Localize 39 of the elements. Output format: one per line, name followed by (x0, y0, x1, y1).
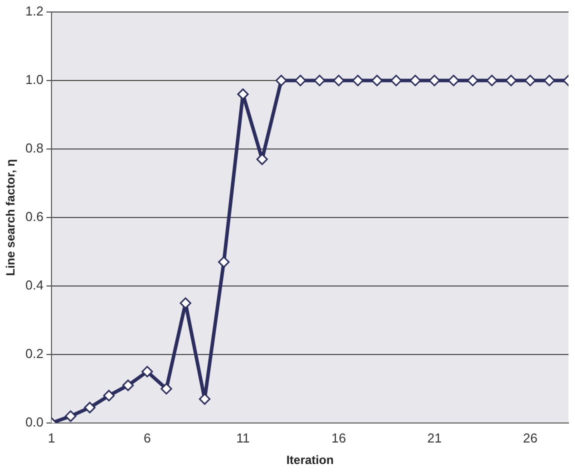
point (486, 74, 498, 86)
point (314, 74, 326, 86)
point (524, 74, 536, 86)
point (467, 74, 479, 86)
point (544, 74, 556, 86)
point (505, 74, 517, 86)
x-axis-title: Iteration (286, 453, 334, 468)
point (390, 74, 402, 86)
point (276, 74, 288, 86)
y-tick-label: 0.2 (25, 346, 44, 362)
point (103, 390, 115, 402)
point (352, 74, 364, 86)
x-tick-label: 1 (48, 430, 56, 446)
y-tick-label: 0.6 (25, 209, 44, 224)
x-tick-label: 11 (236, 430, 250, 446)
point (64, 410, 76, 422)
point (371, 74, 383, 86)
point (218, 256, 230, 268)
y-axis-title: Line search factor, η (4, 159, 18, 276)
point (448, 74, 460, 86)
point (256, 154, 268, 166)
y-tick-label: 1.0 (25, 72, 44, 88)
y-tick-label: 0.4 (25, 278, 44, 293)
point (332, 74, 344, 86)
point (122, 380, 134, 392)
y-tick-label: 1.2 (25, 4, 44, 19)
y-tick-label: 0.0 (25, 414, 44, 430)
point (84, 402, 96, 414)
x-tick-label: 26 (522, 430, 538, 446)
point (428, 74, 440, 86)
point (237, 88, 249, 100)
point (160, 383, 172, 394)
point (294, 74, 306, 86)
point (410, 74, 422, 86)
x-tick-label: 21 (427, 430, 442, 446)
x-tick-label: 6 (144, 430, 151, 446)
y-tick-label: 0.8 (25, 140, 44, 156)
point (141, 366, 153, 378)
x-tick-label: 16 (331, 430, 346, 446)
